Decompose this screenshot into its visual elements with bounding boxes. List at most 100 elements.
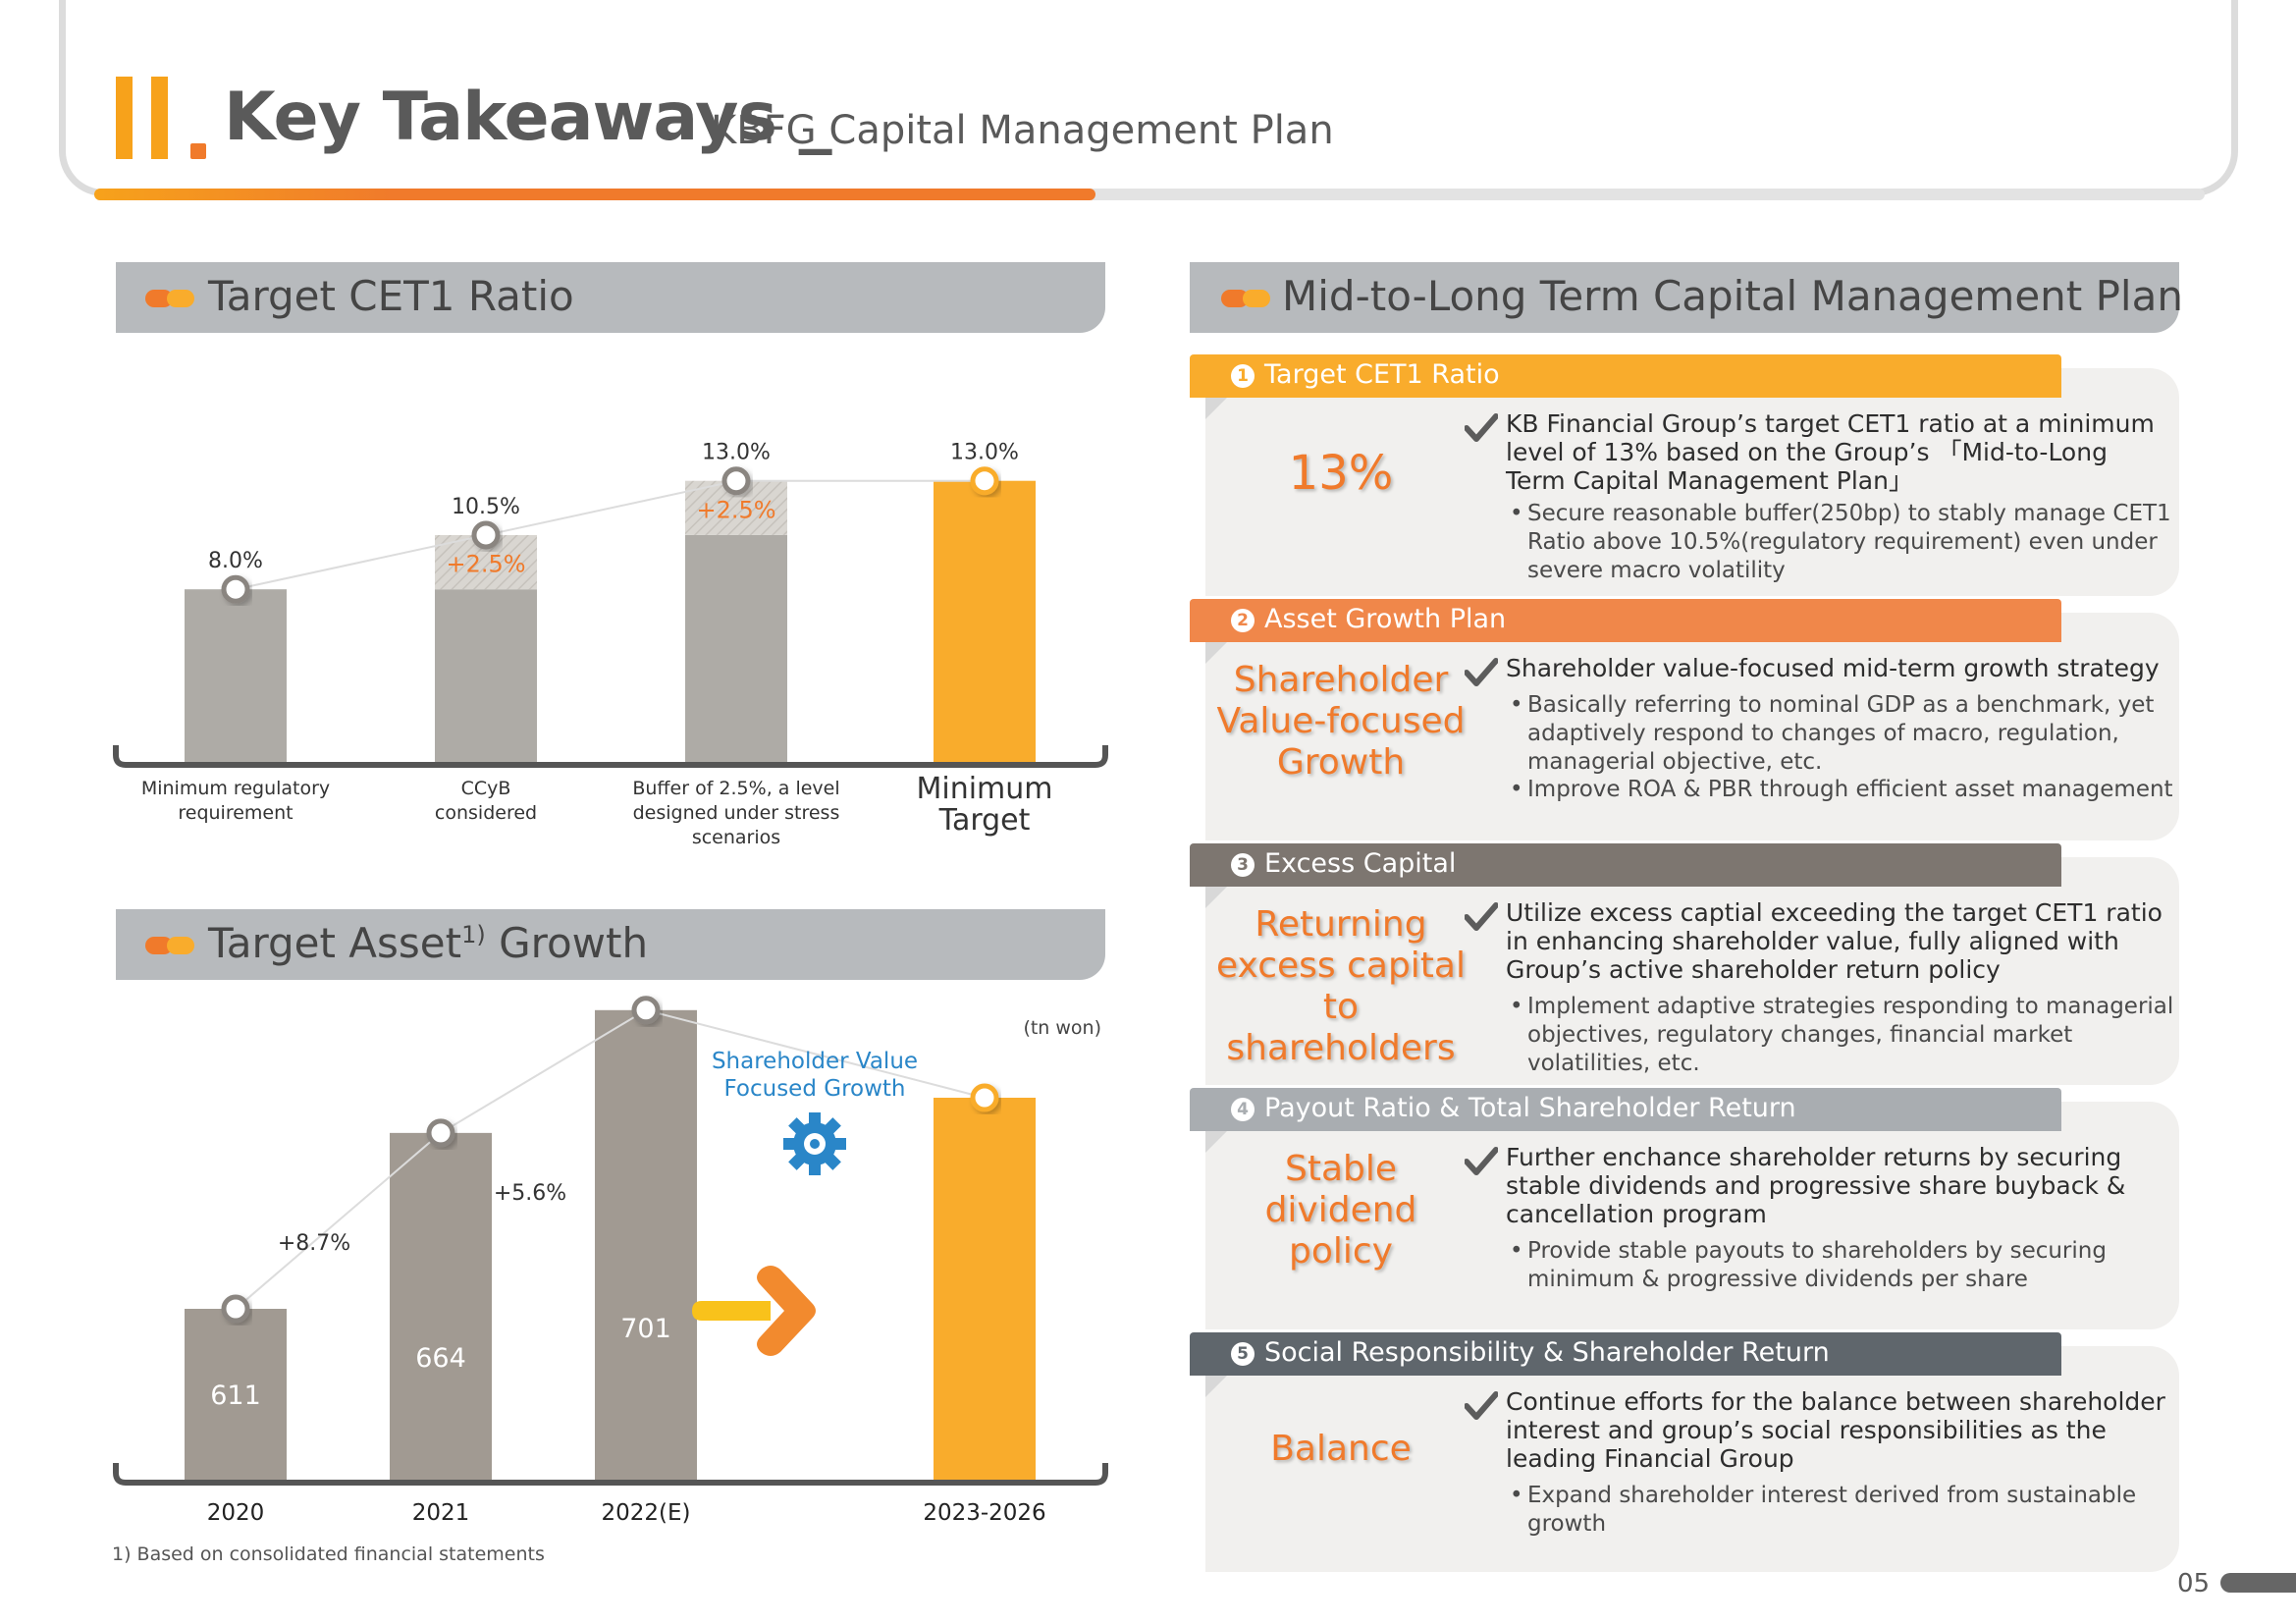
page-title: Key Takeaways _ [224, 79, 832, 156]
panel-number-badge: 1 [1231, 364, 1255, 388]
bullet-dot-icon: • [1510, 1483, 1523, 1508]
asset-axis-baseline [113, 1463, 1108, 1486]
panel-main-statement: Further enchance shareholder returns by … [1506, 1143, 2126, 1228]
checkmark-icon [1465, 1147, 1498, 1175]
panel-bullet: • Secure reasonable buffer(250bp) to stab… [1510, 500, 2187, 585]
asset-point-marker [426, 1118, 455, 1148]
asset-trend-line [235, 1008, 986, 1310]
panel-bullet-text: Secure reasonable buffer(250bp) to stabl… [1527, 501, 2171, 583]
section-bullet-icon [145, 290, 198, 307]
asset-bar [185, 1309, 287, 1481]
panel-keyword: 13% [1209, 446, 1472, 501]
asset-category-label: 2021 [412, 1500, 470, 1526]
asset-bar [390, 1132, 492, 1481]
asset-value-label: 701 [620, 1314, 671, 1344]
cet1-category-label: Buffer of 2.5%, a level [632, 778, 839, 799]
cet1-point-marker [221, 574, 250, 604]
asset-title-text: Target Asset [208, 919, 462, 967]
plan-panel-box [1205, 368, 2179, 596]
header-frame [59, 0, 2238, 196]
panel-header-text: Social Responsibility & Shareholder Retu… [1264, 1337, 1830, 1368]
cet1-category-label: Target [938, 803, 1031, 838]
asset-chart: 611 2020 664 2021 701 2022(E) 2023-2026 +8.7% +5… [113, 996, 1108, 1526]
page-number: 05 [2177, 1569, 2211, 1598]
section-title-plan: Mid-to-Long Term Capital Management Plan [1282, 272, 2183, 320]
cet1-axis-baseline [113, 745, 1108, 768]
gear-icon [783, 1112, 846, 1175]
checkmark-icon [1465, 1391, 1498, 1420]
plan-panel-box [1205, 613, 2179, 840]
panel-bullet-text: Expand shareholder interest derived from… [1527, 1483, 2137, 1537]
asset-point-marker [221, 1294, 250, 1324]
section-title-asset: Target Asset1) Growth [208, 919, 648, 967]
plan-panel-header: 2 Asset Growth Plan [1190, 599, 2061, 642]
cet1-point-marker [970, 466, 999, 496]
panel-keyword-line: to shareholders [1226, 987, 1456, 1068]
section-bar-plan: Mid-to-Long Term Capital Management Plan [1190, 262, 2183, 333]
plan-panel-header: 3 Excess Capital [1190, 843, 2061, 887]
asset-category-label: 2023-2026 [923, 1500, 1045, 1526]
panel-keyword: Shareholder Value-focused Growth [1209, 660, 1472, 784]
panel-keyword-line: Returning [1255, 904, 1427, 945]
panel-keyword-line: excess capital [1216, 946, 1466, 986]
cet1-category-label: considered [435, 802, 537, 824]
asset-point-marker [631, 996, 661, 1025]
panel-bullet-text: Basically referring to nominal GDP as a … [1527, 692, 2155, 775]
panel-keyword-line: Balance [1270, 1429, 1412, 1469]
panel-keyword: Returning excess capital to shareholders [1209, 904, 1472, 1069]
cet1-total-label: 8.0% [208, 549, 263, 573]
asset-growth-label: +5.6% [494, 1181, 566, 1206]
bullet-dot-icon: • [1510, 777, 1523, 802]
panel-header-fold [1205, 1376, 1227, 1397]
asset-title-footnote-mark: 1) [461, 921, 486, 948]
page-number-tab [2220, 1573, 2296, 1593]
section-bullet-icon [1221, 290, 1274, 307]
panel-bullet: • Provide stable payouts to shareholders … [1510, 1237, 2187, 1294]
cet1-total-label: 13.0% [950, 441, 1019, 465]
asset-point-marker [970, 1083, 999, 1112]
cet1-category-label: Minimum [916, 772, 1052, 806]
panel-keyword-line: 13% [1288, 446, 1394, 501]
checkmark-icon [1465, 658, 1498, 686]
asset-value-label: 611 [210, 1380, 261, 1411]
panel-keyword-line: Growth [1276, 742, 1406, 783]
cet1-category-label: scenarios [692, 827, 780, 848]
panel-keyword: Balance [1209, 1429, 1472, 1470]
cet1-bar-base [435, 589, 537, 763]
panel-bullet: • Expand shareholder interest derived fro… [1510, 1482, 2187, 1539]
cet1-chart: 8.0% Minimum regulatory requirement +2.5% 10… [113, 441, 1108, 848]
asset-bar-target [934, 1098, 1036, 1481]
cet1-trend-line [235, 479, 985, 591]
asset-value-label: 664 [415, 1343, 466, 1374]
asset-unit-label: (tn won) [1023, 1017, 1101, 1039]
panel-keyword-line: policy [1289, 1231, 1393, 1272]
cet1-total-label: 10.5% [452, 495, 520, 519]
panel-bullet-text: Provide stable payouts to shareholders b… [1527, 1238, 2107, 1292]
panel-number-badge: 2 [1231, 609, 1255, 632]
checkmark-icon [1465, 902, 1498, 931]
panel-header-fold [1205, 1131, 1227, 1153]
asset-bar [595, 1009, 697, 1481]
arrow-right-icon [692, 1266, 816, 1356]
panel-header-text: Excess Capital [1264, 848, 1457, 879]
asset-category-label: 2020 [207, 1500, 265, 1526]
bullet-dot-icon: • [1510, 994, 1523, 1019]
cet1-point-marker [471, 520, 501, 550]
cet1-increment-label: +2.5% [446, 551, 525, 578]
cet1-bar-target [934, 480, 1036, 763]
asset-title-text-end: Growth [485, 919, 649, 967]
bullet-dot-icon: • [1510, 692, 1523, 718]
section-bullet-icon [145, 937, 198, 954]
panel-keyword-line: Value-focused [1216, 701, 1466, 741]
panel-main-statement: KB Financial Group’s target CET1 ratio a… [1506, 409, 2155, 495]
panel-keyword-line: Shareholder [1233, 660, 1449, 700]
plan-panel-box [1205, 1102, 2179, 1329]
panel-main-statement: Utilize excess captial exceeding the tar… [1506, 898, 2163, 984]
panel-bullet: • Basically referring to nominal GDP as a… [1510, 691, 2187, 777]
section-roman-numeral-logo [116, 77, 175, 159]
panel-number-badge: 3 [1231, 853, 1255, 877]
asset-annotation: Shareholder Value [712, 1049, 918, 1074]
cet1-point-marker [721, 466, 751, 496]
checkmark-icon [1465, 413, 1498, 442]
roman-numeral-dot [190, 143, 206, 159]
